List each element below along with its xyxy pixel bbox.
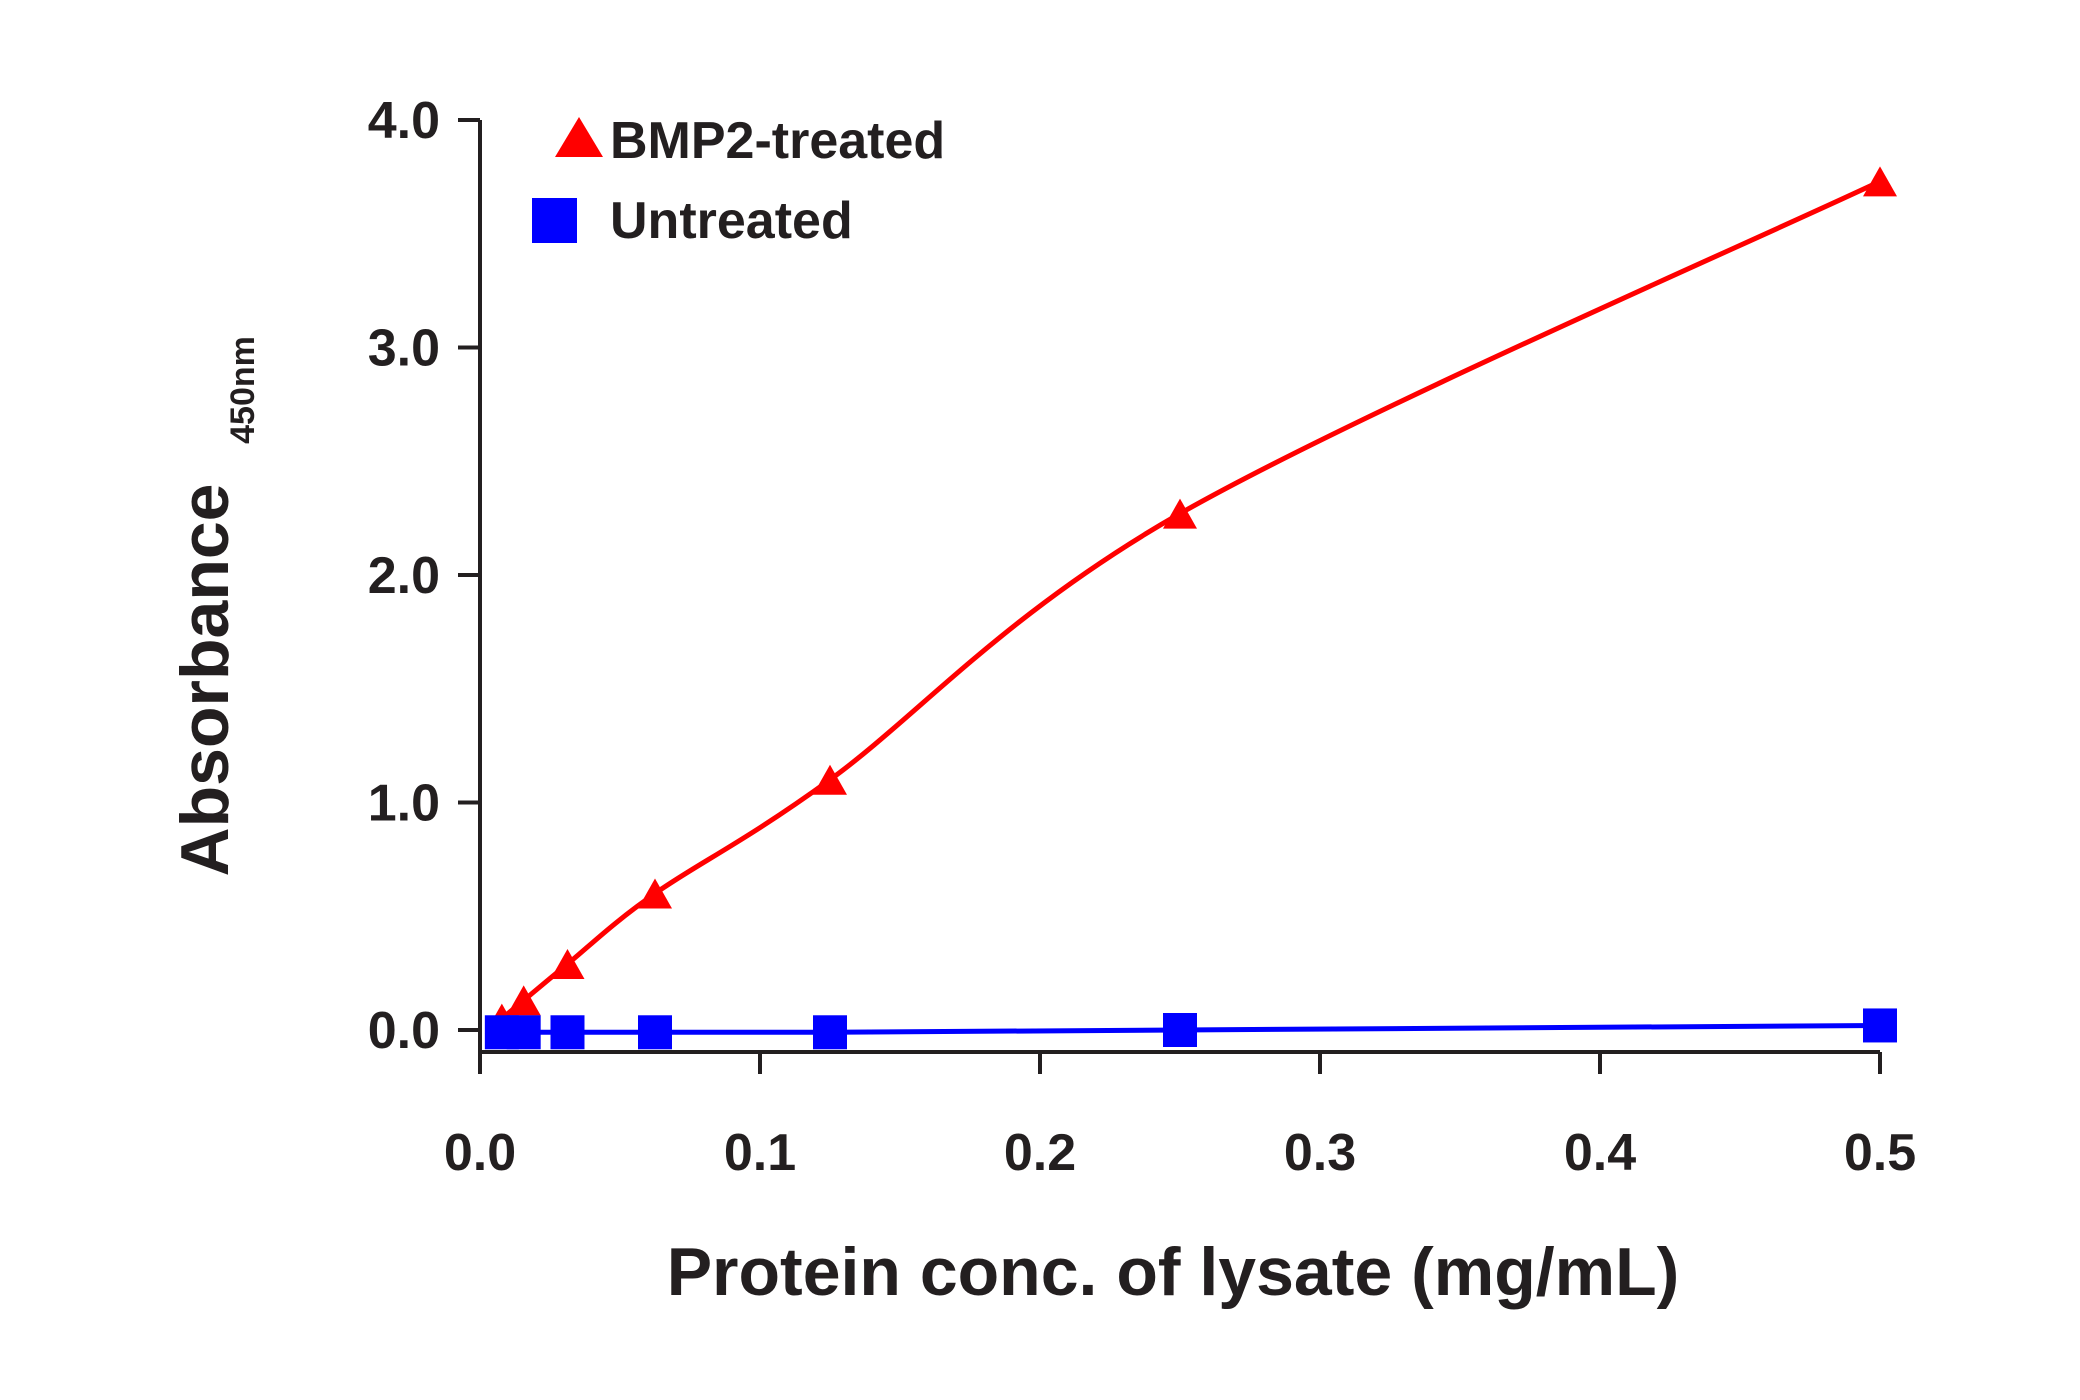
legend: BMP2-treated Untreated: [532, 112, 945, 250]
y-axis-subscript-text: 450nm: [224, 336, 262, 444]
series-untreated: [484, 1008, 1897, 1050]
x-tick-label: 0.5: [1844, 1124, 1916, 1182]
data-point-square: [1163, 1013, 1197, 1047]
x-tick-label: 0.3: [1284, 1124, 1356, 1182]
y-ticks: 0.0 1.0 2.0 3.0 4.0: [368, 92, 480, 1060]
data-point-triangle: [506, 985, 541, 1016]
y-axis-title-text: Absorbance: [167, 484, 243, 877]
series-layer: [484, 166, 1897, 1050]
x-tick-label: 0.4: [1564, 1124, 1636, 1182]
series-line: [500, 179, 1882, 1021]
legend-label-untreated: Untreated: [610, 192, 853, 250]
legend-marker-untreated: [532, 198, 577, 243]
y-tick-label: 4.0: [368, 92, 440, 150]
y-axis-subscript: 450nm: [224, 336, 262, 444]
data-point-triangle: [550, 949, 585, 980]
x-tick-label: 0.1: [724, 1124, 796, 1182]
data-point-triangle: [1163, 498, 1197, 529]
series-bmp2-treated: [484, 166, 1897, 1034]
x-ticks: 0.0 0.1 0.2 0.3 0.4 0.5: [444, 1052, 1916, 1182]
data-point-triangle: [1863, 166, 1897, 197]
data-point-triangle: [638, 878, 672, 909]
data-point-square: [813, 1015, 847, 1050]
data-point-square: [1863, 1008, 1897, 1043]
data-point-square: [638, 1015, 672, 1050]
data-point-triangle: [813, 764, 847, 795]
data-point-square: [550, 1015, 585, 1050]
x-tick-label: 0.2: [1004, 1124, 1076, 1182]
legend-marker-bmp2: [555, 117, 603, 157]
y-tick-label: 1.0: [368, 775, 440, 833]
legend-label-bmp2: BMP2-treated: [610, 112, 945, 170]
x-axis-title: Protein conc. of lysate (mg/mL): [667, 1234, 1680, 1310]
data-point-square: [506, 1015, 541, 1050]
y-tick-label: 0.0: [368, 1002, 440, 1060]
y-tick-label: 2.0: [368, 547, 440, 605]
x-tick-label: 0.0: [444, 1124, 516, 1182]
y-tick-label: 3.0: [368, 320, 440, 378]
y-axis-title: Absorbance: [167, 484, 243, 877]
